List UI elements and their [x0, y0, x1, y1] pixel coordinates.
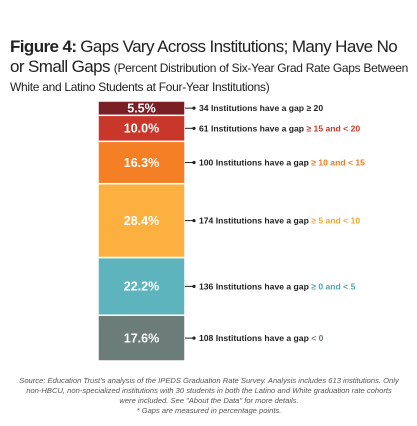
chart-title: Gaps Vary Across Institutions; Many Have… — [10, 37, 398, 76]
value-label: 10.0% — [124, 122, 159, 136]
figure-label: Figure 4: — [10, 37, 77, 56]
chart-heading: Figure 4: Gaps Vary Across Institutions;… — [10, 37, 410, 96]
legend-label: ≥ 15 and < 20 — [306, 124, 360, 134]
annotation-text: 34 Institutions have a gap — [199, 103, 304, 113]
annotation-text: 61 Institutions have a gap — [199, 124, 304, 134]
source: Source: Education Trust's analysis of th… — [19, 376, 399, 405]
annotation-text: 108 Institutions have a gap — [199, 333, 309, 343]
value-label: 17.6% — [124, 331, 159, 345]
connector-dot — [192, 219, 196, 223]
annotation: 100 Institutions have a gap ≥ 10 and < 1… — [199, 158, 365, 168]
annotation-text: 136 Institutions have a gap — [199, 282, 309, 292]
annotation: 61 Institutions have a gap ≥ 15 and < 20 — [199, 124, 360, 134]
annotation: 34 Institutions have a gap ≥ 20 — [199, 103, 323, 113]
annotation-text: 100 Institutions have a gap — [199, 158, 309, 168]
legend-label: ≥ 0 and < 5 — [311, 282, 355, 292]
legend-label: ≥ 10 and < 15 — [311, 158, 365, 168]
legend-label: ≥ 20 — [306, 103, 323, 113]
connector-dot — [192, 336, 196, 340]
legend-label: < 0 — [311, 333, 323, 343]
chart-subtitle: (Percent Distribution of Six-Year Grad R… — [10, 61, 409, 94]
annotation-text: 174 Institutions have a gap — [199, 216, 309, 226]
value-label: 5.5% — [127, 101, 156, 115]
note: * Gaps are measured in percentage points… — [136, 406, 282, 415]
annotation: 174 Institutions have a gap ≥ 5 and < 10 — [199, 216, 360, 226]
connector-dot — [192, 106, 196, 110]
connector-dot — [192, 160, 196, 165]
connector-dot — [192, 284, 196, 288]
value-label: 28.4% — [124, 214, 159, 228]
bar-segment — [97, 140, 186, 185]
annotation: 108 Institutions have a gap < 0 — [199, 333, 324, 343]
value-label: 16.3% — [124, 156, 159, 170]
bar-segment — [97, 314, 186, 362]
legend-label: ≥ 5 and < 10 — [311, 216, 360, 226]
connector-dot — [192, 126, 196, 130]
annotation: 136 Institutions have a gap ≥ 0 and < 5 — [199, 282, 356, 292]
chart-footer: Source: Education Trust's analysis of th… — [18, 376, 400, 416]
value-label: 22.2% — [124, 280, 159, 294]
